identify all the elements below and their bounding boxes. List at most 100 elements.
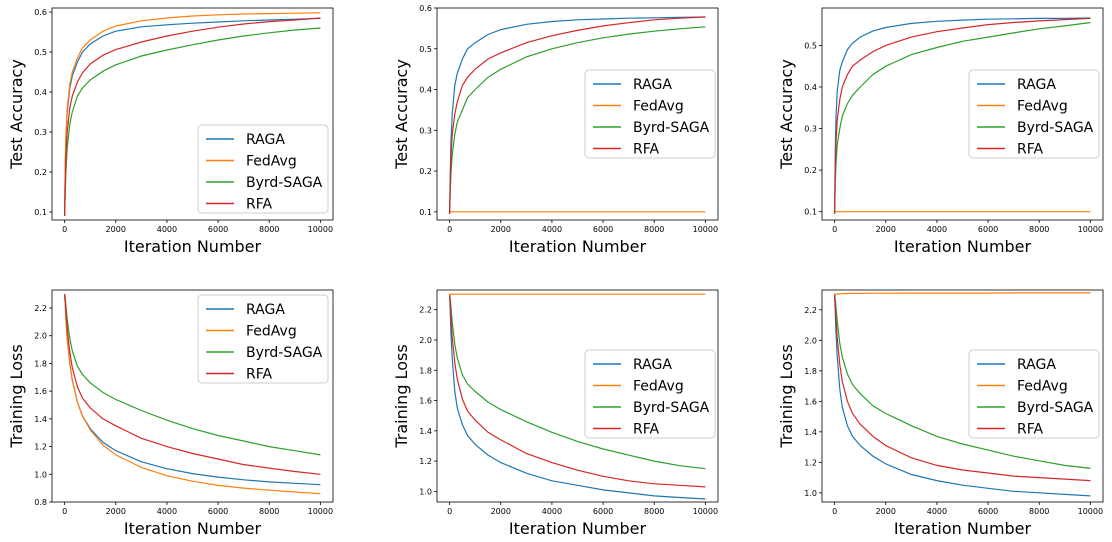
x-tick-label: 6000 — [978, 507, 998, 516]
legend: RAGA FedAvg Byrd-SAGA RFA — [968, 69, 1100, 159]
series-line-rfa — [64, 17, 321, 217]
legend-label-fedavg: FedAvg — [633, 99, 684, 115]
x-tick-label: 8000 — [259, 507, 279, 516]
series-line-byrd-saga — [834, 21, 1091, 214]
y-tick-label: 0.3 — [804, 125, 817, 134]
x-tick-label: 4000 — [927, 507, 947, 516]
y-tick-label: 1.0 — [34, 470, 47, 479]
legend-label-byrd-saga: Byrd-SAGA — [1017, 400, 1094, 416]
x-tick-label: 0 — [62, 507, 67, 516]
x-tick-label: 2000 — [106, 507, 126, 516]
chart-panel-3: 0 2000 4000 6000 8000 10000 0.1 0.2 0.3 0.4 0.5 Ite… — [777, 7, 1104, 256]
legend-label-raga: RAGA — [1017, 77, 1056, 93]
legend-label-fedavg: FedAvg — [1017, 99, 1068, 115]
x-tick-label: 8000 — [259, 225, 279, 234]
legend: RAGA FedAvg Byrd-SAGA RFA — [197, 294, 329, 384]
legend-label-rfa: RFA — [246, 197, 272, 213]
plot-frame — [436, 7, 719, 221]
series-line-rfa — [834, 17, 1091, 214]
legend-box — [584, 69, 716, 159]
x-tick-label: 6000 — [208, 225, 228, 234]
x-tick-label: 4000 — [542, 507, 562, 516]
y-tick-label: 0.1 — [34, 208, 47, 217]
x-tick-label: 10000 — [693, 507, 718, 516]
y-axis-label: Test Accuracy — [777, 59, 796, 170]
legend-box — [968, 349, 1100, 439]
x-axis-label: Iteration Number — [509, 519, 647, 538]
legend-label-rfa: RFA — [246, 367, 272, 383]
x-axis-label: Iteration Number — [124, 519, 262, 538]
plot-frame — [51, 289, 334, 503]
x-tick-label: 6000 — [593, 225, 613, 234]
legend-label-raga: RAGA — [246, 302, 285, 318]
x-tick-label: 8000 — [1029, 507, 1049, 516]
legend: RAGA FedAvg Byrd-SAGA RFA — [197, 124, 329, 214]
legend-label-byrd-saga: Byrd-SAGA — [246, 345, 323, 361]
legend-label-fedavg: FedAvg — [1017, 379, 1068, 395]
y-tick-label: 0.2 — [419, 167, 432, 176]
series-line-byrd-saga — [834, 294, 1091, 469]
y-tick-label: 1.6 — [34, 387, 47, 396]
x-tick-label: 2000 — [876, 225, 896, 234]
y-tick-label: 0.8 — [34, 498, 47, 507]
y-tick-label: 1.8 — [419, 366, 432, 375]
x-tick-label: 6000 — [208, 507, 228, 516]
legend-box — [584, 349, 716, 439]
x-tick-label: 4000 — [542, 225, 562, 234]
legend-label-rfa: RFA — [1017, 142, 1043, 158]
y-tick-label: 0.3 — [419, 126, 432, 135]
x-tick-label: 0 — [832, 225, 837, 234]
plot-frame — [821, 7, 1104, 221]
series-line-rfa — [449, 16, 706, 214]
legend-label-fedavg: FedAvg — [633, 379, 684, 395]
legend-label-raga: RAGA — [633, 357, 672, 373]
x-tick-label: 2000 — [491, 225, 511, 234]
series-line-byrd-saga — [449, 26, 706, 214]
chart-panel-6: 0 2000 4000 6000 8000 10000 1.0 1.2 1.4 1.6 1.8 2.0… — [777, 289, 1104, 538]
y-tick-label: 0.5 — [34, 48, 47, 57]
x-axis-label: Iteration Number — [124, 237, 262, 256]
y-tick-label: 0.3 — [34, 128, 47, 137]
y-tick-label: 0.1 — [804, 208, 817, 217]
legend-box — [197, 124, 329, 214]
x-tick-label: 2000 — [106, 225, 126, 234]
series-line-raga — [449, 294, 706, 500]
y-tick-label: 1.2 — [34, 443, 47, 452]
x-tick-label: 8000 — [1029, 225, 1049, 234]
y-axis-label: Training Loss — [777, 344, 796, 448]
series-line-byrd-saga — [64, 294, 321, 456]
y-axis-label: Test Accuracy — [7, 59, 26, 170]
y-tick-label: 2.0 — [419, 336, 432, 345]
chart-panel-4: 0 2000 4000 6000 8000 10000 0.8 1.0 1.2 1.4 1.6 1.8… — [7, 289, 334, 538]
y-tick-label: 0.2 — [804, 166, 817, 175]
series-line-byrd-saga — [64, 27, 321, 217]
legend-label-fedavg: FedAvg — [246, 324, 297, 340]
legend-label-byrd-saga: Byrd-SAGA — [246, 175, 323, 191]
x-axis-label: Iteration Number — [894, 237, 1032, 256]
legend-label-raga: RAGA — [633, 77, 672, 93]
x-tick-label: 6000 — [593, 507, 613, 516]
x-axis-label: Iteration Number — [894, 519, 1032, 538]
legend-label-byrd-saga: Byrd-SAGA — [633, 400, 710, 416]
y-tick-label: 1.6 — [419, 397, 432, 406]
chart-panel-2: 0 2000 4000 6000 8000 10000 0.1 0.2 0.3 0.4 0.5 0.6… — [392, 4, 719, 256]
chart-panel-5: 0 2000 4000 6000 8000 10000 1.0 1.2 1.4 1.6 1.8 2.0… — [392, 289, 719, 538]
y-tick-label: 2.0 — [34, 332, 47, 341]
plot-frame — [436, 289, 719, 503]
x-tick-label: 0 — [832, 507, 837, 516]
y-tick-label: 1.2 — [804, 458, 817, 467]
x-tick-label: 0 — [62, 225, 67, 234]
series-line-rfa — [449, 294, 706, 488]
legend-label-rfa: RFA — [633, 422, 659, 438]
y-tick-label: 0.6 — [34, 8, 47, 17]
y-tick-label: 0.4 — [34, 88, 47, 97]
legend-box — [197, 294, 329, 384]
series-line-byrd-saga — [449, 294, 706, 470]
x-tick-label: 6000 — [978, 225, 998, 234]
y-tick-label: 1.4 — [34, 415, 47, 424]
y-tick-label: 0.4 — [419, 86, 432, 95]
x-tick-label: 10000 — [308, 225, 333, 234]
y-tick-label: 0.5 — [419, 45, 432, 54]
legend-label-byrd-saga: Byrd-SAGA — [633, 120, 710, 136]
y-tick-label: 0.5 — [804, 41, 817, 50]
